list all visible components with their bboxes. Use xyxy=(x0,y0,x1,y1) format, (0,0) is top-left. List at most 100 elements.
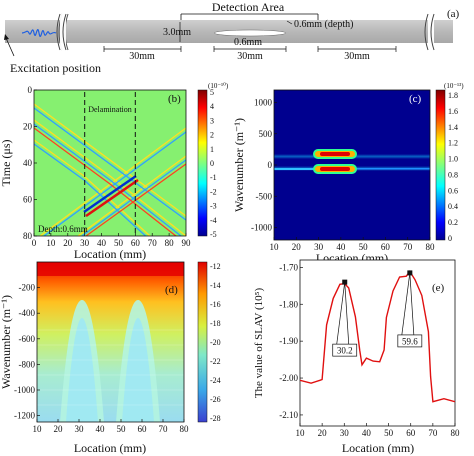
panel-b-cbtick-label: 2 xyxy=(210,131,214,140)
depth-note: Depth:0.6mm xyxy=(38,224,88,234)
panel-b-ytick-label: 80 xyxy=(23,231,33,241)
panel-c-colorbar xyxy=(435,89,446,241)
panel-d-cbtick-label: -28 xyxy=(210,414,221,423)
panel-d-xtick-label: 70 xyxy=(159,424,169,434)
panel-d-ytick-label: -1000 xyxy=(14,385,35,395)
panel-d-cbtick-label: -14 xyxy=(210,281,221,290)
panel-c-cbtick-label: 0.6 xyxy=(448,186,458,195)
panel-e-ytick-label: -2.00 xyxy=(279,373,298,383)
span-3: 30mm xyxy=(344,51,370,62)
panel-e-peak-label: 59.6 xyxy=(402,336,418,346)
panel-e-yticks: -1.70 -1.80 -1.90 -2.00 -2.10 xyxy=(279,262,303,420)
panel-e-peak-leader xyxy=(401,272,411,335)
panel-b-cbtick-label: 1 xyxy=(210,145,214,154)
panel-c-xticks: 10 20 30 40 50 60 70 80 xyxy=(270,237,436,252)
dim-depth: 0.6mm (depth) xyxy=(294,19,353,30)
excitation-wave xyxy=(21,29,57,37)
panel-e-xtick-label: 80 xyxy=(451,428,461,438)
panel-c-yticks: 1000 500 0 -500 -1000 xyxy=(251,98,277,233)
panel-d-ytick-label: -400 xyxy=(19,308,36,318)
panel-b-xtick-label: 20 xyxy=(63,238,73,248)
panel-d-cbtick-label: -20 xyxy=(210,338,221,347)
panel-d-ytick-label: -200 xyxy=(19,283,36,293)
panel-e-slav-line xyxy=(300,270,455,403)
panel-b-xtick-label: 40 xyxy=(97,238,107,248)
panel-b-cbtick-label: 5 xyxy=(210,88,214,97)
panel-d-cbtick-label: -18 xyxy=(210,319,221,328)
panel-b-xticks: 0 10 20 30 40 50 60 70 80 90 xyxy=(32,233,191,248)
panel-b-cbtick-label: -4 xyxy=(210,216,217,225)
panel-c-cbtick-label: 1.4 xyxy=(448,123,458,132)
panel-e-xtick-label: 50 xyxy=(384,428,394,438)
panel-b-xtick-label: 70 xyxy=(148,238,158,248)
span-1: 30mm xyxy=(129,51,155,62)
excitation-arrow xyxy=(5,37,15,57)
panel-d-xtick-label: 20 xyxy=(54,424,64,434)
panel-b-yticks: 0 20 40 60 80 xyxy=(23,85,37,241)
panel-b-cbtick-label: -1 xyxy=(210,173,217,182)
panel-d-ylabel: Wavenumber (m⁻¹) xyxy=(0,295,13,389)
panel-d-ytick-label: -800 xyxy=(19,359,36,369)
panel-c-cbtick-label: 1.8 xyxy=(448,91,458,100)
panel-b-ytick-label: 60 xyxy=(23,195,33,205)
panel-d-colorbar-ticks: -12 -14 -16 -18 -20 -22 -24 -26 -28 xyxy=(210,262,221,423)
panel-e-xlabel: Location (mm) xyxy=(342,441,414,455)
panel-c-xtick-label: 60 xyxy=(381,242,391,252)
panel-b-colorbar-ticks: 5 4 3 2 1 0 -1 -2 -3 -4 -5 xyxy=(210,88,217,239)
panel-d-ytick-label: -600 xyxy=(19,334,36,344)
panel-b-cbtick-label: 0 xyxy=(210,159,214,168)
panel-e-label: (e) xyxy=(432,282,445,294)
panel-b-wavefronts xyxy=(34,103,186,236)
panel-e: 30.2 59.6 (e) 10 20 30 40 50 60 70 80 -1.70 -1.80… xyxy=(253,259,461,455)
panel-c-ytick-label: 500 xyxy=(259,129,273,139)
panel-d-cbtick-label: -24 xyxy=(210,376,221,385)
panel-b-colorbar xyxy=(197,89,208,237)
panel-e-ytick-label: -1.70 xyxy=(279,262,298,272)
panel-d-cbtick-label: -12 xyxy=(210,262,221,271)
panel-e-ytick-label: -2.10 xyxy=(279,410,298,420)
panel-c-xtick-label: 10 xyxy=(270,242,280,252)
panel-d-xticks: 10 20 30 40 50 60 70 80 xyxy=(33,419,189,434)
panel-c-colorbar-ticks: 1.8 1.6 1.4 1.2 1.0 0.8 0.6 0.4 0.2 0 xyxy=(448,91,458,243)
panel-b-xtick-label: 50 xyxy=(114,238,124,248)
panel-d-xtick-label: 60 xyxy=(138,424,148,434)
panel-b-ytick-label: 0 xyxy=(28,85,33,95)
panel-d-xlabel: Location (mm) xyxy=(74,441,146,455)
panel-e-ylabel: The value of SLAV (10⁵) xyxy=(253,287,265,398)
panel-b-ylabel: Time (μs) xyxy=(0,139,13,186)
panel-c-cbtick-label: 1.0 xyxy=(448,155,458,164)
panel-d-xtick-label: 40 xyxy=(96,424,106,434)
panel-b-xtick-label: 30 xyxy=(80,238,90,248)
panel-d-cbtick-label: -22 xyxy=(210,357,221,366)
panel-e-peak-leader xyxy=(336,282,346,345)
panel-d-xtick-label: 50 xyxy=(117,424,127,434)
panel-e-peak-leader xyxy=(344,282,350,345)
panel-d: (d) 10 20 30 40 50 60 70 80 -200 -400 -600 -800 -10… xyxy=(0,261,221,455)
panel-c-ytick-label: -1000 xyxy=(251,223,272,233)
panel-e-xticks: 10 20 30 40 50 60 70 80 xyxy=(296,423,461,438)
panel-c-cbtick-label: 1.6 xyxy=(448,107,458,116)
panel-c-xtick-label: 80 xyxy=(426,242,436,252)
dim-gap: 0.6mm xyxy=(234,37,262,48)
delamination-void xyxy=(213,29,287,37)
panel-d-label: (d) xyxy=(165,284,178,296)
panel-e-peak-box xyxy=(332,343,358,357)
panel-b-xtick-label: 80 xyxy=(165,238,175,248)
panel-e-xtick-label: 20 xyxy=(318,428,328,438)
panel-b-cbtick-label: -3 xyxy=(210,202,217,211)
panel-c-colorbar-unit: (10⁻¹³) xyxy=(444,82,464,90)
panel-b-ytick-label: 20 xyxy=(23,122,33,132)
panel-e-peak-label: 30.2 xyxy=(337,346,353,356)
panel-b-xtick-label: 90 xyxy=(182,238,192,248)
panel-e-xtick-label: 70 xyxy=(428,428,438,438)
panel-c-label: (c) xyxy=(409,93,422,105)
panel-c-ytick-label: -500 xyxy=(256,191,273,201)
panel-b-cbtick-label: 4 xyxy=(210,102,214,111)
span-dimensions xyxy=(103,46,397,52)
panel-c-xtick-label: 20 xyxy=(292,242,302,252)
panel-c-cbtick-label: 0 xyxy=(448,234,452,243)
panel-c-cbtick-label: 0.8 xyxy=(448,170,458,179)
panel-b-xtick-label: 10 xyxy=(46,238,56,248)
panel-c-cbtick-label: 1.2 xyxy=(448,139,458,148)
